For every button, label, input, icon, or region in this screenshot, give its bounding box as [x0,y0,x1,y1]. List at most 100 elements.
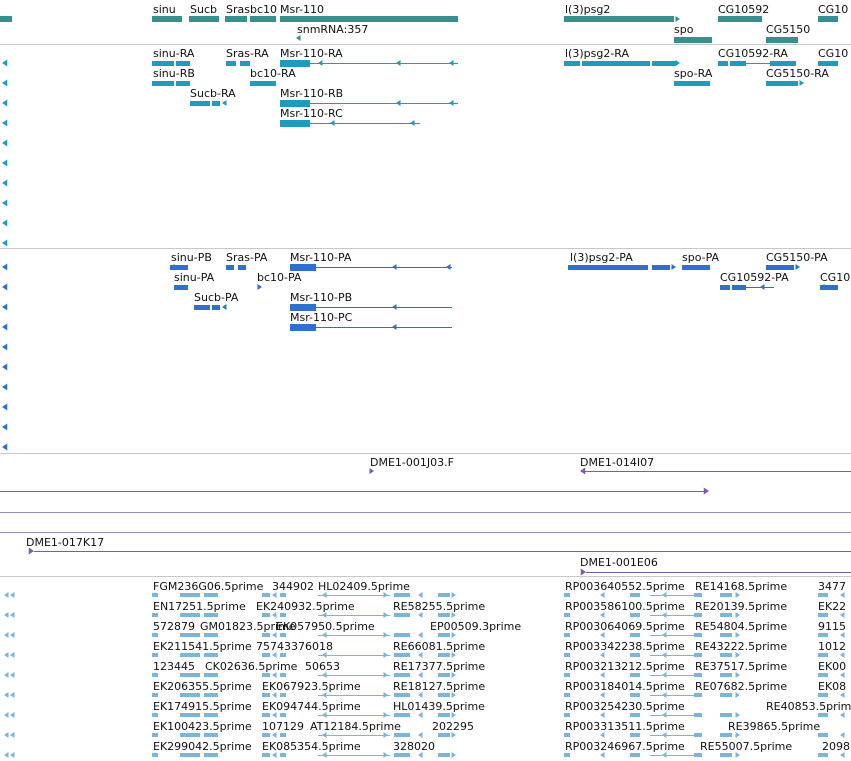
est-label[interactable]: EK240932.5prime [256,600,355,613]
gene-label[interactable]: spo [674,23,694,36]
transcript-label[interactable]: Msr-110-RB [280,87,344,100]
transcript-label[interactable]: CG10592-PA [720,271,789,284]
est-label[interactable]: 123445 [153,660,195,673]
est-label[interactable]: RE18127.5prime [393,680,486,693]
gene-label[interactable]: Msr-110 [280,3,325,16]
est-label[interactable]: 9115 [818,620,846,633]
transcript-label[interactable]: Sras-RA [226,47,269,60]
est-label[interactable]: RE54804.5prime [695,620,788,633]
est-label[interactable]: 50653 [305,660,340,673]
est-label[interactable]: EK085354.5prime [262,740,361,753]
transcript-label[interactable]: bc10-PA [257,271,302,284]
transcript-label[interactable]: CG10 [818,47,849,60]
est-label[interactable]: FGM236G06.5prime [153,580,264,593]
est-label[interactable]: CK02636.5prime [205,660,298,673]
transcript-label[interactable]: Msr-110-PA [290,251,352,264]
est-label[interactable]: EK057950.5prime [276,620,375,633]
est-label[interactable]: 107129 [262,720,304,733]
clone-label[interactable]: DME1-014I07 [580,456,655,469]
transcript-label[interactable]: Msr-110-PB [290,291,353,304]
est-label[interactable]: RP003313511.5prime [565,720,685,733]
est-label[interactable]: 3477 [818,580,846,593]
transcript-label[interactable]: bc10-RA [250,67,296,80]
transcript-label[interactable]: Msr-110-RA [280,47,343,60]
est-label[interactable]: EK22 [818,600,847,613]
gene-label[interactable]: CG10592 [718,3,770,16]
exon-block [818,673,828,677]
transcript-label[interactable]: CG5150-RA [766,67,829,80]
est-label[interactable]: EP00509.3prime [430,620,522,633]
est-label[interactable]: HL01439.5prime [393,700,485,713]
est-label[interactable]: EK094744.5prime [262,700,361,713]
transcript-label[interactable]: Msr-110-RC [280,107,343,120]
clone-label[interactable]: DME1-001E06 [580,556,658,569]
est-label[interactable]: 2098 [822,740,850,753]
est-label[interactable]: RP003254230.5prime [565,700,685,713]
est-label[interactable]: 1012 [818,640,846,653]
est-label[interactable]: RE14168.5prime [695,580,788,593]
est-label[interactable]: RP003342238.5prime [565,640,685,653]
transcript-label[interactable]: spo-PA [682,251,720,264]
est-label[interactable]: EK100423.5prime [153,720,252,733]
strand-arrow [840,752,845,758]
transcript-label[interactable]: sinu-PB [171,251,212,264]
gene-label[interactable]: l(3)psg2 [565,3,611,16]
transcript-label[interactable]: sinu-RB [153,67,195,80]
est-label[interactable]: AT12184.5prime [310,720,401,733]
est-label[interactable]: EK211541.5prime [153,640,252,653]
est-label[interactable]: RE39865.5prime [728,720,821,733]
est-label[interactable]: EN17251.5prime [153,600,246,613]
transcript-label[interactable]: sinu-PA [174,271,215,284]
strand-arrow [2,423,8,431]
est-label[interactable]: RE40853.5prime [766,700,851,713]
transcript-label[interactable]: Sucb-PA [194,291,239,304]
transcript-label[interactable]: l(3)psg2-PA [570,251,633,264]
est-label[interactable]: EK206355.5prime [153,680,252,693]
transcript-label[interactable]: Sras-PA [226,251,268,264]
gene-label[interactable]: CG5150 [766,23,811,36]
est-label[interactable]: 344902 [272,580,314,593]
est-label[interactable]: RP003213212.5prime [565,660,685,673]
est-label[interactable]: RE58255.5prime [393,600,486,613]
est-label[interactable]: RP003640552.5prime [565,580,685,593]
est-label[interactable]: RE66081.5prime [393,640,486,653]
est-label[interactable]: RP003184014.5prime [565,680,685,693]
transcript-label[interactable]: CG5150-PA [766,251,828,264]
transcript-label[interactable]: l(3)psg2-RA [565,47,630,60]
gene-label[interactable]: Sucb [190,3,217,16]
est-label[interactable]: HL02409.5prime [318,580,410,593]
est-label[interactable]: RE20139.5prime [695,600,788,613]
est-label[interactable]: RE55007.5prime [700,740,793,753]
est-label[interactable]: RE17377.5prime [393,660,486,673]
est-label[interactable]: 75743376018 [256,640,333,653]
est-label[interactable]: EK174915.5prime [153,700,252,713]
est-label[interactable]: 202295 [432,720,474,733]
transcript-label[interactable]: CG10 [820,271,851,284]
transcript-label[interactable]: Msr-110-PC [290,311,353,324]
est-label[interactable]: EK067923.5prime [262,680,361,693]
est-label[interactable]: 328020 [393,740,435,753]
gene-label[interactable]: Sras [226,3,250,16]
gene-label[interactable]: sinu [153,3,176,16]
est-label[interactable]: RE43222.5prime [695,640,788,653]
est-label[interactable]: EK299042.5prime [153,740,252,753]
est-label[interactable]: RP003064069.5prime [565,620,685,633]
est-label[interactable]: RP003246967.5prime [565,740,685,753]
transcript-label[interactable]: Sucb-RA [190,87,236,100]
clone-label[interactable]: DME1-017K17 [26,536,105,549]
est-label[interactable]: GM01823.5prime [200,620,296,633]
est-label[interactable]: RE37517.5prime [695,660,788,673]
transcript-label[interactable]: sinu-RA [153,47,195,60]
exon-block [180,673,200,677]
transcript-label[interactable]: spo-RA [674,67,713,80]
gene-label[interactable]: bc10 [250,3,278,16]
gene-label[interactable]: snmRNA:357 [297,23,369,36]
gene-label[interactable]: CG10 [818,3,849,16]
est-label[interactable]: 572879 [153,620,195,633]
est-label[interactable]: EK08 [818,680,847,693]
est-label[interactable]: RE07682.5prime [695,680,788,693]
transcript-label[interactable]: CG10592-RA [718,47,788,60]
est-label[interactable]: EK00 [818,660,847,673]
est-label[interactable]: RP003586100.5prime [565,600,685,613]
clone-label[interactable]: DME1-001J03.F [370,456,454,469]
